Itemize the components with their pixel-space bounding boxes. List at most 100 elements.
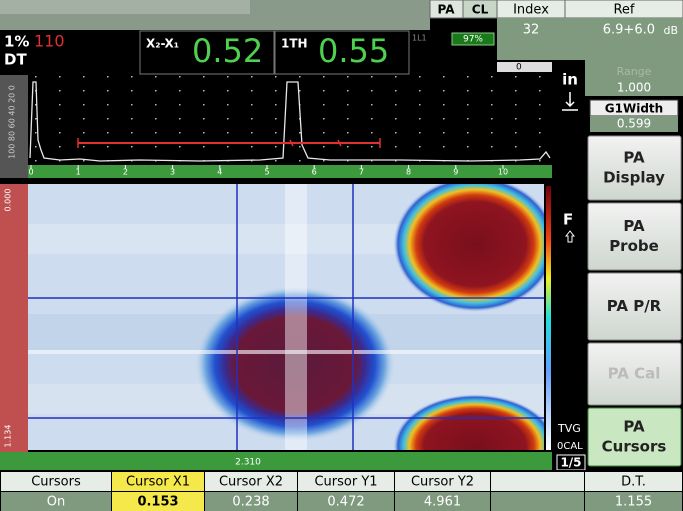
depth-ruler (0, 184, 28, 452)
param-value-box[interactable] (585, 492, 682, 511)
depth-bottom: 1.134 (4, 425, 13, 448)
param-label: Cursor X2 (219, 475, 283, 490)
side-column (552, 60, 585, 470)
axis-label: 4 (217, 168, 222, 177)
menu-label: PA (623, 217, 645, 235)
index-value-box (497, 18, 565, 60)
indication (393, 394, 544, 450)
cl-label: CL (472, 3, 489, 17)
focus-label: F (563, 211, 573, 229)
ref-value: 6.9+6.0 (603, 23, 655, 38)
readout-box (274, 30, 410, 75)
readout-label: 1TH (281, 37, 308, 51)
depth-top: 0.000 (4, 189, 13, 212)
param-label: Cursors (31, 475, 81, 490)
index-value: 32 (523, 23, 540, 38)
separator (0, 178, 552, 184)
mode-label: DT (4, 51, 27, 69)
amplitude-scale: 100 80 60 40 20 0 (8, 85, 17, 159)
param-header[interactable] (112, 472, 204, 491)
gate-label: 1% (4, 33, 29, 51)
amplitude-ruler (0, 75, 28, 178)
scan-readout: 2.310 (235, 458, 261, 468)
width-value-box (590, 116, 678, 132)
axis-label: 1 (76, 168, 81, 177)
param-header[interactable] (585, 472, 682, 491)
menu-button[interactable] (587, 342, 682, 406)
readout-box (139, 30, 275, 75)
bscan-image (28, 184, 544, 450)
readout-area (0, 30, 497, 75)
menu: PA Display PA Probe PA P/R PA Cal PA Cursors (587, 135, 682, 467)
param-header[interactable] (298, 472, 394, 491)
cal-label: 0CAL (557, 441, 583, 452)
axis-label: 10 (498, 168, 508, 177)
range-value: 1.000 (617, 81, 651, 95)
menu-button[interactable] (587, 407, 682, 467)
gate-marks (77, 138, 381, 148)
gate-value: 110 (34, 32, 65, 51)
range-label: Range (617, 65, 652, 78)
param-value: 1.155 (615, 495, 652, 510)
param-value-box[interactable] (1, 492, 111, 511)
zero-box (497, 62, 552, 72)
indication (393, 184, 544, 312)
axis-label: 2 (123, 168, 128, 177)
cursor-band (28, 350, 544, 354)
param-value: 0.153 (137, 495, 178, 510)
ref-unit: dB (663, 24, 678, 37)
ref-value-box (565, 18, 683, 60)
menu-label: PA (623, 418, 645, 436)
axis-label: 3 (170, 168, 175, 177)
axis-label: 7 (359, 168, 364, 177)
focus-icon (564, 230, 576, 243)
zero-value: 0 (516, 63, 522, 73)
param-header[interactable] (1, 472, 111, 491)
pa-label: PA (438, 3, 456, 17)
probe-icon (562, 92, 578, 111)
param-value-box[interactable] (112, 492, 204, 511)
range-box (585, 60, 683, 96)
param-value-box[interactable] (205, 492, 297, 511)
ascan-waveform (29, 81, 551, 162)
param-value-box[interactable] (298, 492, 394, 511)
indication (195, 286, 395, 442)
axis-label: 8 (406, 168, 411, 177)
menu-button[interactable] (587, 202, 682, 271)
ascan-grid (28, 75, 552, 165)
axis-label: 9 (453, 168, 458, 177)
readout-value: 0.55 (318, 32, 389, 70)
axis-label: 5 (264, 168, 269, 177)
param-value: 0.472 (327, 495, 364, 510)
parameters: Cursors On Cursor X1 0.153 Cursor X2 0.238 Cur… (1, 472, 682, 511)
menu-label: Display (603, 169, 665, 187)
param-value: On (47, 495, 65, 510)
cursor-band (285, 184, 307, 450)
param-value-blank (491, 492, 584, 511)
param-value: 0.238 (232, 495, 269, 510)
menu-button[interactable] (587, 272, 682, 341)
param-value: 4.961 (424, 495, 461, 510)
readout-value: 0.52 (192, 32, 263, 70)
param-header[interactable] (395, 472, 490, 491)
menu-label: Probe (609, 237, 659, 255)
tvg-label: TVG (557, 422, 581, 435)
readout-label: X₂-X₁ (146, 37, 179, 51)
ascan-axis (28, 165, 552, 178)
colorbar (546, 186, 551, 450)
menu-label: PA Cal (608, 365, 661, 383)
param-label: Cursor Y1 (314, 475, 377, 490)
width-label: G1Width (605, 102, 663, 116)
param-header[interactable] (205, 472, 297, 491)
battery (451, 32, 495, 46)
axis-label: 6 (312, 168, 317, 177)
status-cell (0, 0, 250, 14)
menu-label: PA P/R (607, 297, 662, 315)
ref-label: Ref (613, 3, 634, 18)
readout-label: 1L1 (412, 34, 427, 43)
param-header-blank (491, 472, 584, 491)
menu-button[interactable] (587, 135, 682, 201)
width-value: 0.599 (617, 117, 651, 131)
param-value-box[interactable] (395, 492, 490, 511)
